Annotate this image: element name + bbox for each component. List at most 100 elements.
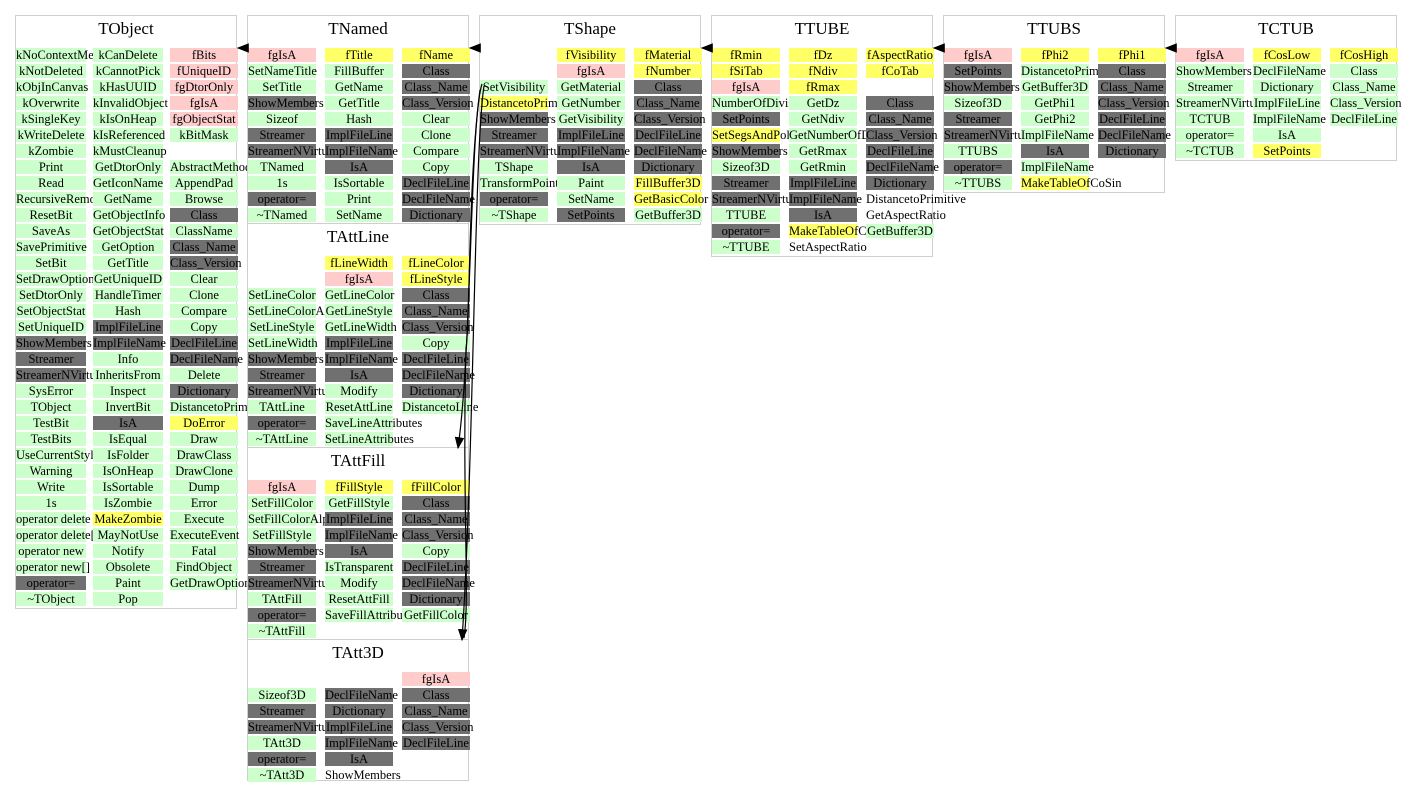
member-item[interactable]: SysError: [16, 384, 86, 398]
member-item[interactable]: FillBuffer3D: [634, 176, 702, 190]
member-item[interactable]: SetVisibility: [480, 80, 548, 94]
member-item[interactable]: ImplFileName: [325, 528, 398, 542]
member-item[interactable]: ResetAttLine: [325, 400, 393, 414]
member-item[interactable]: Streamer: [248, 128, 316, 142]
member-item[interactable]: Streamer: [480, 128, 548, 142]
member-item[interactable]: Obsolete: [93, 560, 163, 574]
member-item[interactable]: fCosHigh: [1330, 48, 1398, 62]
member-item[interactable]: InvertBit: [93, 400, 163, 414]
member-item[interactable]: DeclFileLine: [170, 336, 238, 350]
member-item[interactable]: Class_Name: [1098, 80, 1166, 94]
member-item[interactable]: GetObjectInfo: [93, 208, 166, 222]
member-item[interactable]: UseCurrentStyle: [16, 448, 100, 462]
member-item[interactable]: Compare: [170, 304, 238, 318]
member-item[interactable]: GetVisibility: [557, 112, 625, 126]
member-item[interactable]: SetLineAttributes: [325, 432, 414, 446]
member-item[interactable]: TransformPoints: [480, 176, 564, 190]
member-item[interactable]: GetAspectRatio: [866, 208, 946, 222]
member-item[interactable]: Class_Version: [402, 528, 474, 542]
member-item[interactable]: DistancetoPrimitive: [170, 400, 270, 414]
member-item[interactable]: Browse: [170, 192, 238, 206]
member-item[interactable]: Class_Name: [402, 304, 470, 318]
member-item[interactable]: fLineWidth: [325, 256, 393, 270]
member-item[interactable]: DeclFileName: [1253, 64, 1326, 78]
member-item[interactable]: GetBuffer3D: [866, 224, 934, 238]
member-item[interactable]: fgIsA: [248, 48, 316, 62]
member-item[interactable]: StreamerNVirtual: [248, 576, 337, 590]
member-item[interactable]: Sizeof3D: [248, 688, 316, 702]
member-item[interactable]: SetUniqueID: [16, 320, 86, 334]
member-item[interactable]: SetDtorOnly: [16, 288, 86, 302]
member-item[interactable]: GetNdiv: [789, 112, 857, 126]
member-item[interactable]: fLineColor: [402, 256, 470, 270]
member-item[interactable]: GetLineWidth: [325, 320, 397, 334]
member-item[interactable]: Compare: [402, 144, 470, 158]
member-item[interactable]: SetPoints: [557, 208, 625, 222]
member-item[interactable]: SaveFillAttributes: [325, 608, 417, 622]
member-item[interactable]: InheritsFrom: [93, 368, 163, 382]
member-item[interactable]: SetObjectStat: [16, 304, 86, 318]
member-item[interactable]: kCannotPick: [93, 64, 163, 78]
member-item[interactable]: Delete: [170, 368, 238, 382]
member-item[interactable]: MakeZombie: [93, 512, 163, 526]
member-item[interactable]: DistancetoPrimitive: [866, 192, 966, 206]
member-item[interactable]: Streamer: [248, 368, 316, 382]
member-item[interactable]: Class_Name: [866, 112, 934, 126]
member-item[interactable]: fLineStyle: [402, 272, 470, 286]
member-item[interactable]: DeclFileLine: [1098, 112, 1166, 126]
member-item[interactable]: SaveLineAttributes: [325, 416, 423, 430]
member-item[interactable]: DrawClass: [170, 448, 238, 462]
member-item[interactable]: DeclFileLine: [402, 352, 470, 366]
member-item[interactable]: fgObjectStat: [170, 112, 238, 126]
member-item[interactable]: SetLineWidth: [248, 336, 318, 350]
member-item[interactable]: 1s: [248, 176, 316, 190]
member-item[interactable]: DeclFileLine: [634, 128, 702, 142]
member-item[interactable]: operator=: [248, 416, 316, 430]
member-item[interactable]: Class_Name: [634, 96, 702, 110]
member-item[interactable]: SetSegsAndPols: [712, 128, 795, 142]
member-item[interactable]: SetPoints: [1253, 144, 1321, 158]
member-item[interactable]: ShowMembers: [325, 768, 401, 782]
member-item[interactable]: kInvalidObject: [93, 96, 168, 110]
member-item[interactable]: GetPhi1: [1021, 96, 1089, 110]
member-item[interactable]: fPhi2: [1021, 48, 1089, 62]
member-item[interactable]: StreamerNVirtual: [712, 192, 801, 206]
member-item[interactable]: TCTUB: [1176, 112, 1244, 126]
member-item[interactable]: fCoTab: [866, 64, 934, 78]
member-item[interactable]: ClassName: [170, 224, 238, 238]
member-item[interactable]: StreamerNVirtual: [16, 368, 105, 382]
member-item[interactable]: GetRmax: [789, 144, 857, 158]
member-item[interactable]: ImplFileName: [325, 144, 398, 158]
member-item[interactable]: GetLineColor: [325, 288, 395, 302]
member-item[interactable]: ShowMembers: [712, 144, 788, 158]
member-item[interactable]: GetBuffer3D: [1021, 80, 1089, 94]
member-item[interactable]: StreamerNVirtual: [1176, 96, 1265, 110]
member-item[interactable]: GetMaterial: [557, 80, 625, 94]
member-item[interactable]: SetFillColorAlpha: [248, 512, 341, 526]
member-item[interactable]: Class_Name: [402, 512, 470, 526]
member-item[interactable]: DeclFileName: [402, 368, 475, 382]
member-item[interactable]: fFillColor: [402, 480, 470, 494]
member-item[interactable]: Clear: [402, 112, 470, 126]
member-item[interactable]: fgIsA: [325, 272, 393, 286]
member-item[interactable]: SetPoints: [944, 64, 1012, 78]
member-item[interactable]: ShowMembers: [16, 336, 92, 350]
member-item[interactable]: TShape: [480, 160, 548, 174]
member-item[interactable]: Copy: [170, 320, 238, 334]
member-item[interactable]: ~TObject: [16, 592, 86, 606]
member-item[interactable]: SetPoints: [712, 112, 780, 126]
member-item[interactable]: ImplFileLine: [325, 720, 393, 734]
member-item[interactable]: fUniqueID: [170, 64, 238, 78]
member-item[interactable]: operator delete[]: [16, 528, 99, 542]
member-item[interactable]: IsFolder: [93, 448, 163, 462]
member-item[interactable]: MakeTableOfCoSin: [1021, 176, 1122, 190]
member-item[interactable]: Dictionary: [866, 176, 934, 190]
member-item[interactable]: DeclFileLine: [402, 736, 470, 750]
member-item[interactable]: TAtt3D: [248, 736, 316, 750]
member-item[interactable]: Sizeof: [248, 112, 316, 126]
member-item[interactable]: Fatal: [170, 544, 238, 558]
member-item[interactable]: ExecuteEvent: [170, 528, 240, 542]
member-item[interactable]: operator=: [712, 224, 780, 238]
member-item[interactable]: RecursiveRemove: [16, 192, 108, 206]
member-item[interactable]: fVisibility: [557, 48, 625, 62]
